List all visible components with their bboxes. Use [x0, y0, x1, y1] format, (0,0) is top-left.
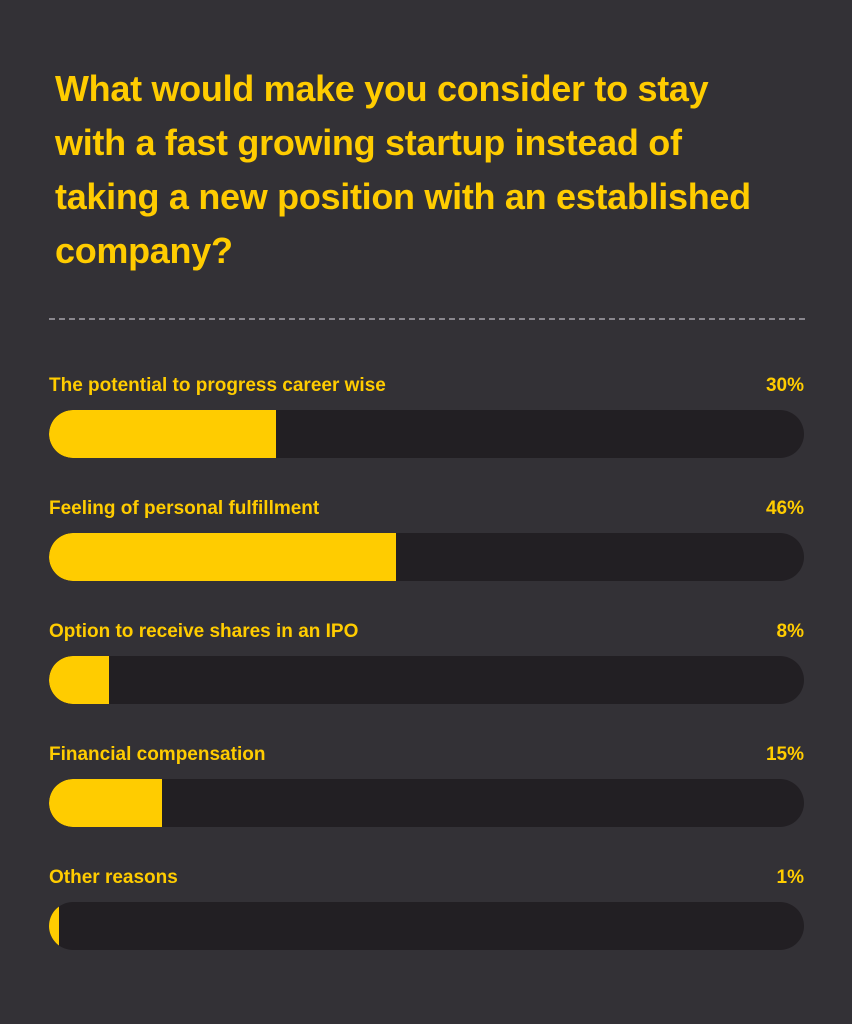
- bar-track: [49, 902, 804, 950]
- bar-value-label: 8%: [776, 621, 804, 642]
- bar-row: Financial compensation 15%: [49, 743, 804, 833]
- bar-label: Option to receive shares in an IPO: [49, 621, 359, 642]
- bar-track: [49, 779, 804, 827]
- bar-label: Feeling of personal fulfillment: [49, 498, 320, 519]
- bar-track: [49, 656, 804, 704]
- bar-fill: [49, 779, 163, 827]
- bar-value-label: 30%: [765, 375, 804, 396]
- bar-label: Financial compensation: [49, 744, 266, 765]
- bar-chart: The potential to progress career wise 30%…: [49, 0, 804, 1024]
- bar-label: Other reasons: [49, 867, 178, 888]
- chart-title: What would make you consider to stay wit…: [55, 68, 751, 271]
- bar-label: The potential to progress career wise: [49, 375, 386, 396]
- bar-fill: [49, 902, 59, 950]
- bar-value-label: 1%: [776, 867, 804, 888]
- bar-row: Feeling of personal fulfillment 46%: [49, 497, 804, 587]
- bar-fill: [49, 410, 276, 458]
- bar-fill: [49, 533, 397, 581]
- bar-row: The potential to progress career wise 30%: [49, 374, 804, 464]
- bar-track: [49, 533, 804, 581]
- bar-fill: [49, 656, 110, 704]
- dashed-divider: [49, 318, 805, 320]
- bar-value-label: 15%: [765, 744, 804, 765]
- bar-value-label: 46%: [765, 498, 804, 519]
- bar-row: Other reasons 1%: [49, 866, 804, 956]
- bar-track: [49, 410, 804, 458]
- bar-row: Option to receive shares in an IPO 8%: [49, 620, 804, 710]
